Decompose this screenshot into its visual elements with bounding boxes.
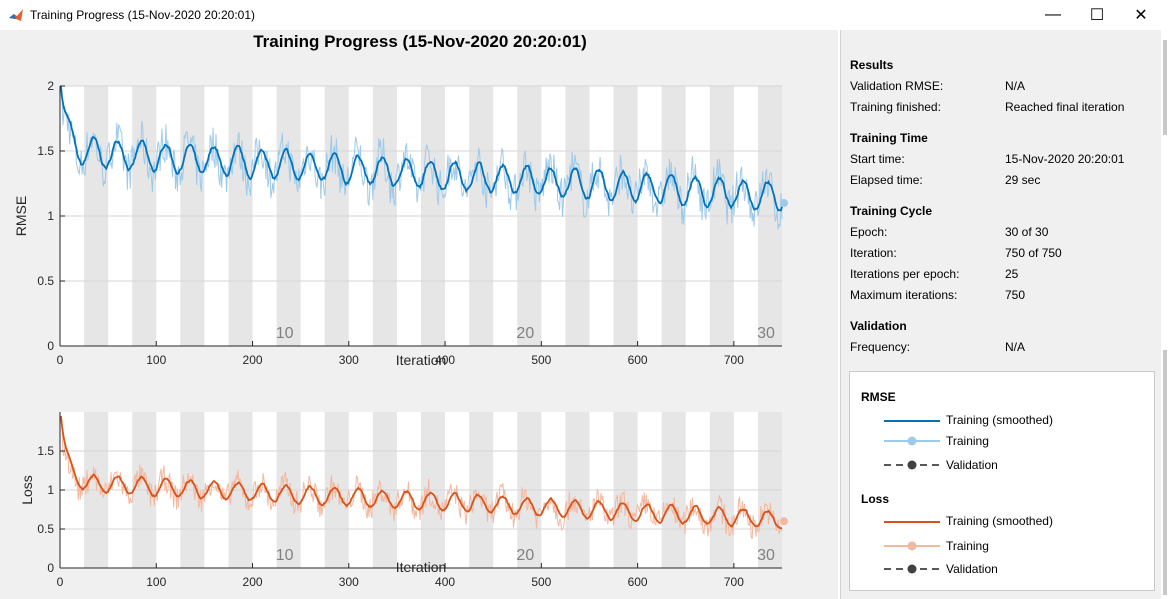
- loss-x-tick-label: 500: [531, 575, 551, 589]
- training-finished-value: Reached final iteration: [1005, 100, 1125, 114]
- rmse-epoch-label: 10: [276, 325, 294, 342]
- close-icon: ✕: [1134, 7, 1148, 24]
- legend-rmse-validation-label: Validation: [946, 458, 998, 472]
- results-heading: Results: [850, 58, 894, 72]
- legend-rmse-validation-swatch: [884, 460, 940, 470]
- rmse-final-point: [780, 199, 788, 207]
- window-title: Training Progress (15-Nov-2020 20:20:01): [30, 8, 256, 22]
- loss-x-tick-label: 400: [435, 575, 455, 589]
- plot-title: Training Progress (15-Nov-2020 20:20:01): [253, 32, 587, 51]
- rmse-x-tick-label: 700: [724, 353, 744, 367]
- training-cycle-heading: Training Cycle: [850, 204, 933, 218]
- info-pane: Results Validation RMSE: N/A Training fi…: [840, 30, 1161, 599]
- training-finished-label: Training finished:: [850, 100, 941, 114]
- legend-loss-validation-label: Validation: [946, 562, 998, 576]
- loss-y-tick-label: 1.5: [37, 444, 54, 458]
- rmse-training-smoothed-line: [60, 85, 783, 212]
- rmse-x-tick-label: 100: [146, 353, 166, 367]
- rmse-y-tick-label: 1: [47, 209, 54, 223]
- start-time-value: 15-Nov-2020 20:20:01: [1005, 152, 1125, 166]
- loss-y-tick-label: 1: [47, 483, 54, 497]
- loss-epoch-label: 20: [516, 547, 534, 564]
- rmse-x-tick-label: 0: [57, 353, 64, 367]
- loss-epoch-label: 10: [276, 547, 294, 564]
- rmse-x-tick-label: 200: [243, 353, 263, 367]
- iteration-label: Iteration:: [850, 246, 897, 260]
- loss-x-axis-label: Iteration: [396, 559, 447, 575]
- iteration-value: 750 of 750: [1005, 246, 1062, 260]
- scrollbar-thumb[interactable]: [1163, 40, 1167, 135]
- matlab-icon: [8, 7, 24, 23]
- maximize-button[interactable]: ☐: [1074, 0, 1120, 30]
- validation-rmse-label: Validation RMSE:: [850, 79, 944, 93]
- maximum-iterations-label: Maximum iterations:: [850, 288, 958, 302]
- loss-x-tick-label: 200: [243, 575, 263, 589]
- rmse-y-tick-label: 1.5: [37, 144, 54, 158]
- close-button[interactable]: ✕: [1118, 0, 1164, 30]
- legend-loss-smoothed-label: Training (smoothed): [946, 514, 1053, 528]
- legend-loss-training-label: Training: [946, 539, 989, 553]
- rmse-epoch-label: 30: [757, 325, 775, 342]
- validation-heading: Validation: [850, 319, 907, 333]
- loss-epoch-label: 30: [757, 547, 775, 564]
- scrollbar-thumb-lower[interactable]: [1163, 350, 1167, 595]
- loss-x-tick-label: 700: [724, 575, 744, 589]
- title-bar: Training Progress (15-Nov-2020 20:20:01)…: [0, 0, 1168, 30]
- loss-training-line: [60, 415, 783, 540]
- validation-rmse-value: N/A: [1005, 79, 1026, 93]
- loss-training-smoothed-line: [60, 415, 783, 530]
- legend-rmse-training-swatch: [884, 436, 940, 446]
- rmse-y-tick-label: 0: [47, 339, 54, 353]
- legend-rmse-heading: RMSE: [861, 390, 896, 404]
- legend-rmse-training-label: Training: [946, 434, 989, 448]
- minimize-icon: —: [1045, 6, 1061, 23]
- maximize-icon: ☐: [1089, 7, 1105, 24]
- training-time-heading: Training Time: [850, 131, 928, 145]
- rmse-x-tick-label: 500: [531, 353, 551, 367]
- legend-panel: RMSE Training (smoothed) Training Valida…: [849, 371, 1155, 591]
- loss-y-tick-label: 0.5: [37, 522, 54, 536]
- loss-y-tick-label: 0: [47, 561, 54, 575]
- loss-y-axis-label: Loss: [19, 475, 35, 505]
- legend-loss-training-swatch: [884, 541, 940, 551]
- epoch-value: 30 of 30: [1005, 225, 1049, 239]
- legend-rmse-smoothed-swatch: [884, 420, 940, 422]
- elapsed-time-label: Elapsed time:: [850, 173, 923, 187]
- loss-x-tick-label: 0: [57, 575, 64, 589]
- rmse-y-tick-label: 2: [47, 79, 54, 93]
- rmse-y-tick-label: 0.5: [37, 274, 54, 288]
- elapsed-time-value: 29 sec: [1005, 173, 1041, 187]
- rmse-y-axis-label: RMSE: [13, 196, 29, 236]
- legend-loss-heading: Loss: [861, 492, 890, 506]
- maximum-iterations-value: 750: [1005, 288, 1026, 302]
- frequency-label: Frequency:: [850, 340, 911, 354]
- iterations-per-epoch-label: Iterations per epoch:: [850, 267, 960, 281]
- plots-pane: Training Progress (15-Nov-2020 20:20:01)…: [0, 30, 838, 599]
- rmse-x-tick-label: 300: [339, 353, 359, 367]
- rmse-x-axis-label: Iteration: [396, 352, 447, 368]
- legend-loss-validation-swatch: [884, 564, 940, 574]
- rmse-epoch-label: 20: [516, 325, 534, 342]
- loss-x-tick-label: 600: [628, 575, 648, 589]
- start-time-label: Start time:: [850, 152, 905, 166]
- epoch-label: Epoch:: [850, 225, 888, 239]
- loss-x-tick-label: 100: [146, 575, 166, 589]
- legend-loss-smoothed-swatch: [884, 521, 940, 523]
- iterations-per-epoch-value: 25: [1005, 267, 1019, 281]
- loss-final-point: [780, 517, 788, 526]
- legend-rmse-smoothed-label: Training (smoothed): [946, 413, 1053, 427]
- rmse-x-tick-label: 600: [628, 353, 648, 367]
- frequency-value: N/A: [1005, 340, 1026, 354]
- loss-x-tick-label: 300: [339, 575, 359, 589]
- scrollbar-track[interactable]: [1162, 30, 1168, 599]
- minimize-button[interactable]: —: [1030, 0, 1076, 30]
- rmse-x-tick-label: 400: [435, 353, 455, 367]
